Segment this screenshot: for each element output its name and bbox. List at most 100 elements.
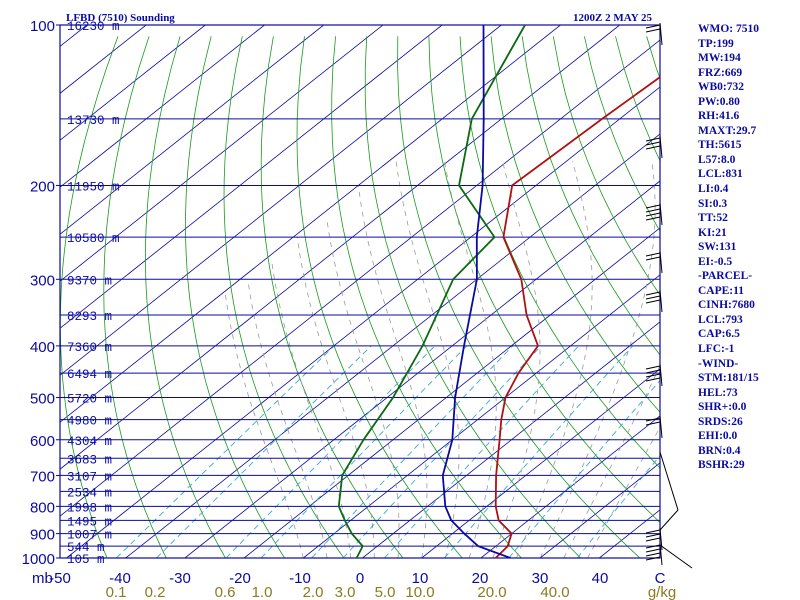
sounding-index-item: WB0:732 xyxy=(698,81,744,94)
mixing-ratio-line xyxy=(444,345,633,558)
sounding-index-item: LI:0.4 xyxy=(698,183,729,196)
wind-barb xyxy=(645,415,663,439)
sounding-index-item: -PARCEL- xyxy=(698,270,753,283)
moist-adiabat-line xyxy=(492,161,541,558)
background-grid xyxy=(60,25,660,558)
sounding-index-item: SW:131 xyxy=(698,241,737,254)
hodograph-line xyxy=(659,509,679,531)
mixing-ratio-tick-label: 5.0 xyxy=(375,584,396,600)
sounding-index-item: TT:52 xyxy=(698,212,728,225)
height-label: 8293 m xyxy=(67,310,112,324)
sounding-index-item: CAPE:11 xyxy=(698,284,744,297)
hodograph-line xyxy=(659,544,693,569)
dry-adiabat-line xyxy=(60,36,119,558)
sounding-index-item: LCL:793 xyxy=(698,313,743,326)
isobar-lines xyxy=(60,25,660,558)
height-label: 10580 m xyxy=(67,232,120,246)
isotherm-line xyxy=(60,39,660,517)
sounding-index-item: EI:-0.5 xyxy=(698,255,733,268)
sounding-index-item: L57:8.0 xyxy=(698,153,736,166)
dewpoint-curve xyxy=(337,25,526,558)
sounding-index-item: BRN:0.4 xyxy=(698,444,741,457)
moist-adiabat-line xyxy=(587,426,660,558)
temperature-tick-label: 0 xyxy=(356,570,364,587)
dry-adiabat-line xyxy=(397,36,641,558)
temperature-tick-label: 10 xyxy=(412,570,429,587)
height-label: 16230 m xyxy=(67,20,120,34)
isotherm-line xyxy=(60,25,206,141)
mixing-ratio-tick-label: 20.0 xyxy=(477,584,506,600)
moist-adiabat-line xyxy=(357,185,428,558)
pressure-unit-label: mb xyxy=(32,570,53,587)
wind-barb xyxy=(645,22,663,46)
height-label: 2534 m xyxy=(67,486,112,500)
isotherm-line xyxy=(303,274,660,558)
wind-barb xyxy=(645,542,663,566)
sounding-indices-list: WMO: 7510 TP:199 MW:194 FRZ:669 WB0:732 PW:0.… xyxy=(698,22,759,473)
sounding-index-item: SRDS:26 xyxy=(698,415,743,428)
isotherm-line xyxy=(60,25,561,423)
moist-adiabat-line xyxy=(444,161,497,558)
wind-barbs xyxy=(645,22,693,569)
isotherm-line xyxy=(243,227,660,558)
dry-adiabat-line xyxy=(296,36,463,558)
height-label: 4304 m xyxy=(67,435,112,449)
mixing-ratio-line xyxy=(156,345,372,558)
pressure-tick-label: 200 xyxy=(30,178,55,195)
plot-frame xyxy=(59,24,661,559)
isotherm-line xyxy=(184,180,660,558)
dry-adiabat-line xyxy=(223,36,345,558)
dry-adiabat-line xyxy=(552,36,660,296)
dry-adiabat-line xyxy=(145,36,226,558)
sounding-index-item: WMO: 7510 xyxy=(698,23,760,35)
isotherm-line xyxy=(60,25,324,235)
sounding-index-item: HEL:73 xyxy=(698,386,738,399)
sounding-index-item: TP:199 xyxy=(698,37,734,50)
moist-adiabat-line xyxy=(296,237,375,558)
parcel-curve xyxy=(441,25,511,558)
plot-border xyxy=(59,24,661,559)
sounding-index-item: KI:21 xyxy=(698,226,727,239)
wind-barb xyxy=(645,135,663,159)
height-label: 11950 m xyxy=(67,180,120,194)
sounding-index-item: PW:0.80 xyxy=(698,95,740,108)
mixing-ratio-tick-label: 0.1 xyxy=(106,584,127,600)
mixing-ratio-line xyxy=(384,345,579,558)
temperature-unit-label: C xyxy=(655,570,666,587)
dry-adiabat-line xyxy=(331,36,522,558)
mixing-ratio-tick-label: 0.6 xyxy=(215,584,236,600)
height-label: 4980 m xyxy=(67,415,112,429)
height-label: 1007 m xyxy=(67,529,112,543)
moist-adiabat-line xyxy=(271,263,352,558)
sounding-index-item: -WIND- xyxy=(698,357,739,370)
pressure-tick-label: 500 xyxy=(30,391,55,408)
mixing-ratio-tick-label: 40.0 xyxy=(540,584,569,600)
sounding-index-item: CAP:6.5 xyxy=(698,328,740,341)
height-label: 1495 m xyxy=(67,515,112,529)
isotherm-line xyxy=(362,321,660,558)
hodograph-line xyxy=(659,451,679,511)
height-label: 3683 m xyxy=(67,453,112,467)
pressure-tick-label: 800 xyxy=(30,499,55,516)
sounding-index-item: LFC:-1 xyxy=(698,343,735,356)
dry-adiabat-line xyxy=(490,36,660,413)
height-label: 13730 m xyxy=(67,114,120,128)
moist-adiabat-line xyxy=(224,294,304,558)
dry-adiabat-line xyxy=(428,36,660,524)
isotherm-line xyxy=(539,462,660,558)
sounding-curves xyxy=(337,25,660,558)
isotherm-line xyxy=(60,25,443,329)
wind-barb xyxy=(645,250,663,274)
pressure-tick-label: 100 xyxy=(30,18,55,35)
sounding-index-item: CINH:7680 xyxy=(698,299,755,312)
temperature-curve xyxy=(494,76,660,558)
sounding-index-item: BSHR:29 xyxy=(698,459,745,472)
temperature-tick-label: 40 xyxy=(592,570,609,587)
wind-barb xyxy=(645,289,663,313)
moist-adiabat-line xyxy=(539,161,656,558)
isotherm-line xyxy=(60,25,384,282)
height-label: 1998 m xyxy=(67,501,112,515)
mixing-ratio-tick-label: 3.0 xyxy=(335,584,356,600)
